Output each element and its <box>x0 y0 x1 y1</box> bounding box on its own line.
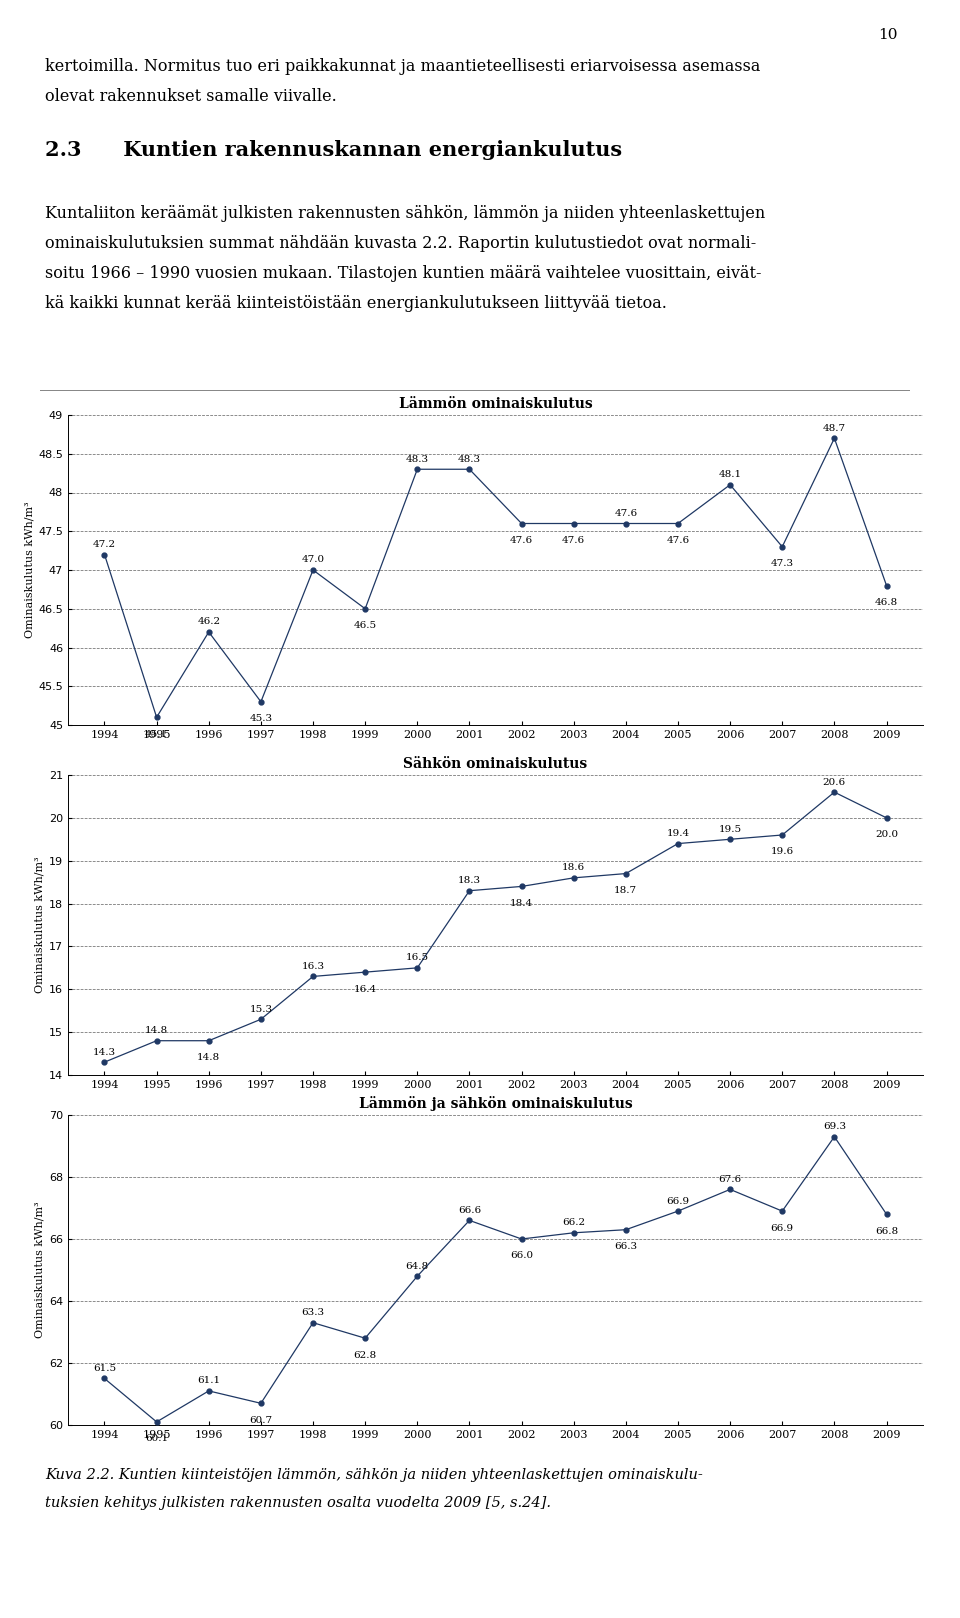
Title: Lämmön ominaiskulutus: Lämmön ominaiskulutus <box>398 396 592 411</box>
Text: olevat rakennukset samalle viivalle.: olevat rakennukset samalle viivalle. <box>45 87 337 105</box>
Text: 48.7: 48.7 <box>823 424 846 432</box>
Text: ominaiskulutuksien summat nähdään kuvasta 2.2. Raportin kulutustiedot ovat norma: ominaiskulutuksien summat nähdään kuvast… <box>45 235 756 252</box>
Text: 62.8: 62.8 <box>353 1351 376 1359</box>
Text: 48.3: 48.3 <box>406 455 429 464</box>
Text: 66.8: 66.8 <box>875 1226 898 1236</box>
Text: 14.3: 14.3 <box>93 1047 116 1057</box>
Text: 60.7: 60.7 <box>250 1416 273 1425</box>
Text: 45.3: 45.3 <box>250 714 273 723</box>
Text: kertoimilla. Normitus tuo eri paikkakunnat ja maantieteellisesti eriarvoisessa a: kertoimilla. Normitus tuo eri paikkakunn… <box>45 58 760 74</box>
Text: 48.3: 48.3 <box>458 455 481 464</box>
Text: 19.4: 19.4 <box>666 828 689 838</box>
Text: 16.3: 16.3 <box>301 961 324 971</box>
Text: 64.8: 64.8 <box>406 1262 429 1270</box>
Text: 66.0: 66.0 <box>510 1251 533 1260</box>
Text: 60.1: 60.1 <box>145 1435 168 1443</box>
Text: 47.6: 47.6 <box>563 536 586 545</box>
Text: 69.3: 69.3 <box>823 1123 846 1131</box>
Text: 16.4: 16.4 <box>353 985 376 993</box>
Text: Kuva 2.2. Kuntien kiinteistöjen lämmön, sähkön ja niiden yhteenlaskettujen omina: Kuva 2.2. Kuntien kiinteistöjen lämmön, … <box>45 1468 703 1482</box>
Text: 48.1: 48.1 <box>718 471 742 479</box>
Text: 18.7: 18.7 <box>614 887 637 895</box>
Text: 20.6: 20.6 <box>823 778 846 786</box>
Text: 61.5: 61.5 <box>93 1364 116 1374</box>
Text: 66.2: 66.2 <box>563 1218 586 1226</box>
Text: 16.5: 16.5 <box>406 953 429 963</box>
Title: Sähkön ominaiskulutus: Sähkön ominaiskulutus <box>403 757 588 772</box>
Text: soitu 1966 – 1990 vuosien mukaan. Tilastojen kuntien määrä vaihtelee vuosittain,: soitu 1966 – 1990 vuosien mukaan. Tilast… <box>45 265 761 282</box>
Text: 10: 10 <box>878 28 898 42</box>
Text: 18.6: 18.6 <box>563 864 586 872</box>
Text: 61.1: 61.1 <box>197 1377 221 1385</box>
Y-axis label: Ominaiskulutus kWh/m³: Ominaiskulutus kWh/m³ <box>35 1202 45 1338</box>
Text: 18.4: 18.4 <box>510 900 533 908</box>
Text: 47.6: 47.6 <box>666 536 689 545</box>
Text: 66.3: 66.3 <box>614 1243 637 1251</box>
Text: 47.2: 47.2 <box>93 540 116 549</box>
Text: 19.6: 19.6 <box>771 848 794 856</box>
Text: Kuntaliiton keräämät julkisten rakennusten sähkön, lämmön ja niiden yhteenlasket: Kuntaliiton keräämät julkisten rakennust… <box>45 205 765 222</box>
Text: 15.3: 15.3 <box>250 1005 273 1014</box>
Text: 66.6: 66.6 <box>458 1205 481 1215</box>
Title: Lämmön ja sähkön ominaiskulutus: Lämmön ja sähkön ominaiskulutus <box>359 1095 633 1112</box>
Text: 45.1: 45.1 <box>145 730 168 739</box>
Text: 18.3: 18.3 <box>458 877 481 885</box>
Text: 47.3: 47.3 <box>771 560 794 568</box>
Text: tuksien kehitys julkisten rakennusten osalta vuodelta 2009 [5, s.24].: tuksien kehitys julkisten rakennusten os… <box>45 1497 551 1510</box>
Text: 19.5: 19.5 <box>718 825 742 833</box>
Text: 66.9: 66.9 <box>666 1197 689 1205</box>
Text: 67.6: 67.6 <box>718 1175 742 1184</box>
Y-axis label: Ominaiskulutus kWh/m³: Ominaiskulutus kWh/m³ <box>24 502 35 639</box>
Text: 47.6: 47.6 <box>510 536 533 545</box>
Text: 14.8: 14.8 <box>145 1026 168 1036</box>
Text: 46.5: 46.5 <box>353 621 376 631</box>
Y-axis label: Ominaiskulutus kWh/m³: Ominaiskulutus kWh/m³ <box>35 856 45 993</box>
Text: 47.6: 47.6 <box>614 510 637 518</box>
Text: 14.8: 14.8 <box>197 1053 221 1061</box>
Text: 2.3  Kuntien rakennuskannan energiankulutus: 2.3 Kuntien rakennuskannan energiankulut… <box>45 141 622 160</box>
Text: 46.8: 46.8 <box>875 599 898 607</box>
Text: 20.0: 20.0 <box>875 830 898 840</box>
Text: 46.2: 46.2 <box>197 618 221 626</box>
Text: 47.0: 47.0 <box>301 555 324 565</box>
Text: 63.3: 63.3 <box>301 1307 324 1317</box>
Text: 66.9: 66.9 <box>771 1223 794 1233</box>
Text: kä kaikki kunnat kerää kiinteistöistään energiankulutukseen liittyvää tietoa.: kä kaikki kunnat kerää kiinteistöistään … <box>45 294 667 312</box>
